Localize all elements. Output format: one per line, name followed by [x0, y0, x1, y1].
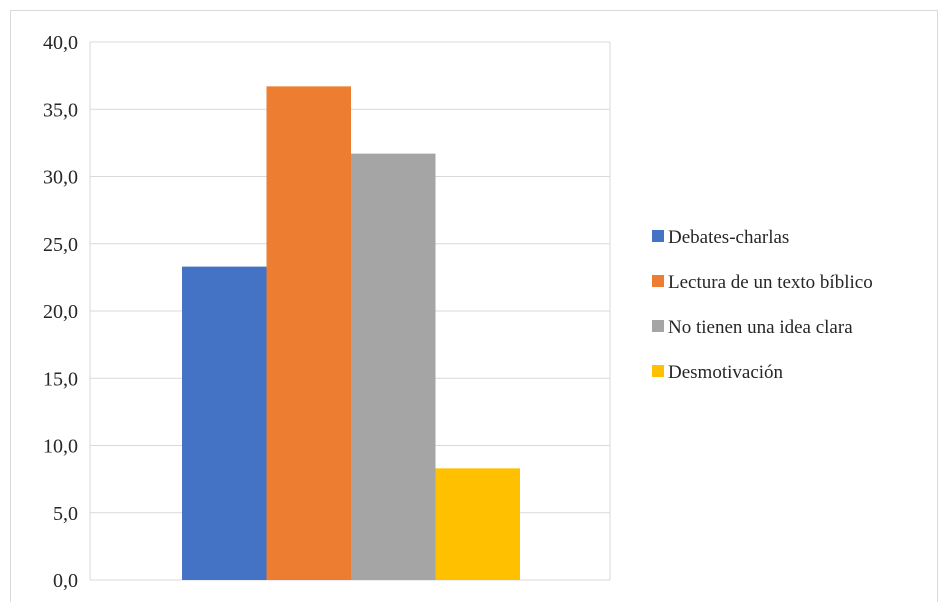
- y-tick-label: 35,0: [43, 99, 78, 121]
- y-tick-label: 10,0: [43, 436, 78, 458]
- bar-lectura-de-un-texto-b-blico: [266, 86, 351, 580]
- legend-label: Debates-charlas: [668, 227, 789, 248]
- legend-label: Desmotivación: [668, 362, 784, 383]
- chart-frame: [10, 10, 938, 602]
- legend-label: Lectura de un texto bíblico: [668, 272, 873, 293]
- bar-desmotivaci-n: [435, 468, 520, 580]
- y-tick-label: 15,0: [43, 368, 78, 390]
- legend-swatch: [652, 365, 664, 377]
- bar-no-tienen-una-idea-clara: [351, 153, 436, 580]
- y-axis-tick-labels: 0,0 5,0 10,0 15,0 20,0 25,0 30,0 35,0 40,0: [43, 32, 78, 592]
- legend-swatch: [652, 320, 664, 332]
- y-tick-label: 0,0: [53, 570, 78, 592]
- legend-label: No tienen una idea clara: [668, 317, 853, 338]
- legend-swatch: [652, 275, 664, 287]
- y-tick-label: 25,0: [43, 234, 78, 256]
- y-tick-label: 30,0: [43, 167, 78, 189]
- y-tick-label: 40,0: [43, 32, 78, 54]
- y-tick-label: 20,0: [43, 301, 78, 323]
- bars: [182, 86, 520, 580]
- legend-swatch: [652, 230, 664, 242]
- bar-debates-charlas: [182, 266, 267, 580]
- legend: Debates-charlas Lectura de un texto bíbli…: [652, 227, 873, 383]
- y-tick-label: 5,0: [53, 503, 78, 525]
